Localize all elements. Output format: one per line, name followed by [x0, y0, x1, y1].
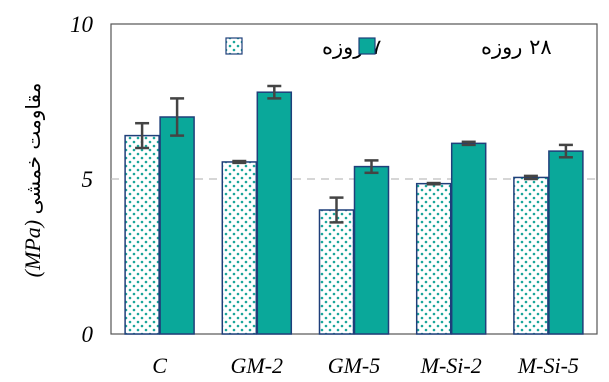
bar-M-Si-2-series-2: [450, 142, 487, 335]
legend: ۷ روزه ۲۸ روزه: [225, 35, 552, 59]
bars: [124, 91, 584, 335]
legend-label-series-2: ۲۸ روزه: [481, 35, 552, 59]
bar-M-Si-5-series-1: [513, 176, 549, 335]
bar-C-series-1: [124, 134, 160, 335]
bar-GM-5-series-2: [353, 165, 390, 335]
y-tick-label: 10: [70, 12, 94, 37]
x-tick-labels: C GM-2 GM-5 M-Si-2 M-Si-5: [152, 353, 579, 378]
legend-swatch-series-2: [358, 37, 376, 55]
y-axis-title: (MPa) مقاومت خمشی: [20, 83, 45, 278]
bar-GM-2-series-2: [256, 91, 293, 335]
bar-M-Si-2-series-1: [415, 182, 452, 335]
legend-swatch-series-1: [225, 37, 243, 55]
bar-GM-2-series-1: [221, 161, 258, 335]
error-bars: [135, 84, 573, 224]
bar-GM-5-series-1: [318, 209, 355, 335]
y-tick-label: 5: [82, 167, 94, 192]
y-axis-title-text: (MPa) مقاومت خمشی: [20, 83, 45, 278]
bar-M-Si-5-series-2: [548, 150, 584, 335]
x-tick-label: C: [152, 353, 167, 378]
x-tick-label: GM-2: [231, 353, 284, 378]
x-tick-label: M-Si-2: [420, 353, 482, 378]
x-tick-label: GM-5: [328, 353, 381, 378]
y-tick-labels: 0 5 10: [70, 12, 94, 347]
bar-C-series-2: [159, 116, 195, 335]
x-tick-label: M-Si-5: [517, 353, 579, 378]
y-tick-label: 0: [82, 322, 94, 347]
